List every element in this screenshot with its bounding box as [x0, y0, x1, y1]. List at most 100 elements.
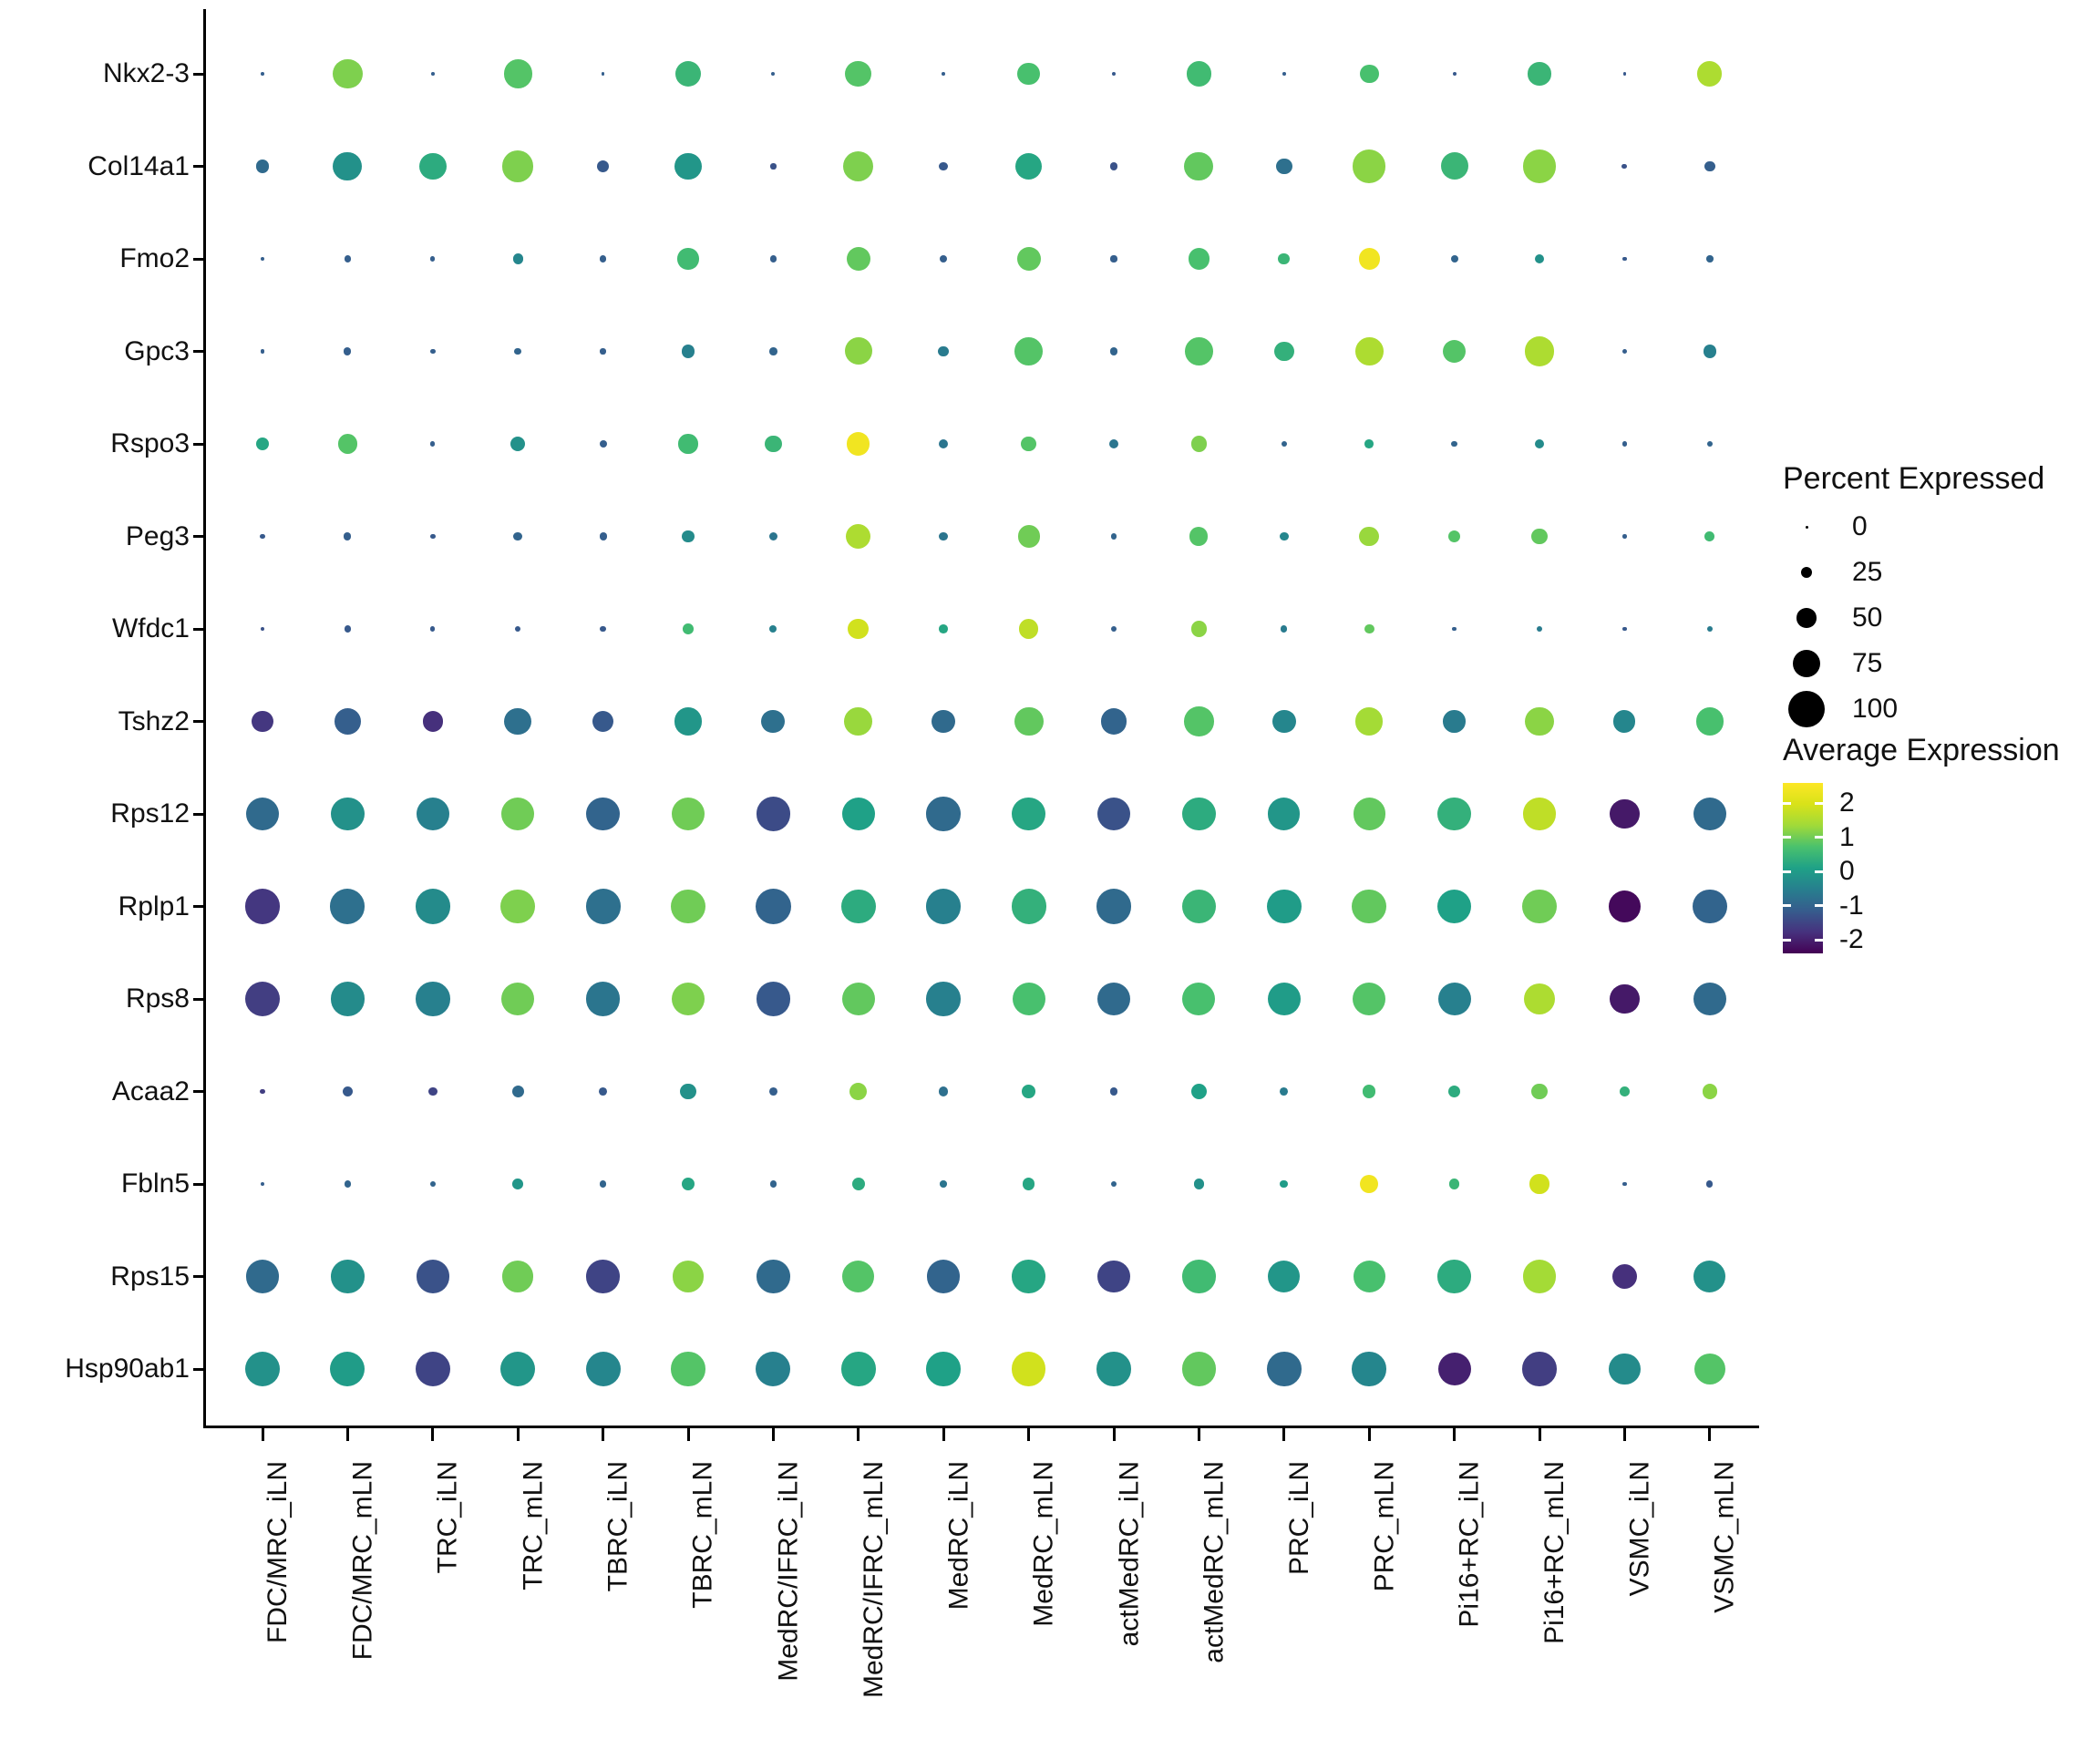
expression-dot-Gpc3-MedRC_iLN — [938, 345, 950, 357]
legend-size-dot-100 — [1788, 691, 1825, 727]
expression-dot-Peg3-FDC/MRC_iLN — [260, 533, 265, 540]
expression-dot-Rps8-actMedRC_mLN — [1182, 983, 1216, 1015]
expression-dot-Fbln5-MedRC_mLN — [1022, 1178, 1035, 1190]
expression-dot-Rplp1-PRC_iLN — [1267, 889, 1302, 924]
expression-dot-Tshz2-Pi16+RC_mLN — [1525, 706, 1554, 736]
expression-dot-Wfdc1-MedRC/IFRC_iLN — [769, 624, 777, 633]
y-tick — [193, 442, 206, 446]
expression-dot-Rspo3-TRC_mLN — [510, 436, 526, 452]
expression-dot-Acaa2-TRC_mLN — [511, 1086, 524, 1097]
expression-dot-Col14a1-actMedRC_iLN — [1109, 162, 1118, 170]
expression-dot-Rplp1-PRC_mLN — [1352, 889, 1386, 924]
colorbar-tick-mark — [1783, 836, 1791, 839]
expression-dot-Fmo2-MedRC_mLN — [1016, 247, 1041, 271]
cluster-label: TBRC_mLN — [688, 1461, 718, 1609]
expression-dot-Hsp90ab1-VSMC_mLN — [1693, 1353, 1725, 1385]
expression-dot-Acaa2-VSMC_iLN — [1620, 1086, 1630, 1096]
expression-dot-Wfdc1-MedRC/IFRC_mLN — [848, 618, 870, 640]
gene-label: Nkx2-3 — [102, 58, 190, 88]
expression-dot-Gpc3-TBRC_mLN — [681, 345, 695, 358]
x-tick — [942, 1428, 945, 1441]
expression-dot-Col14a1-FDC/MRC_mLN — [333, 151, 363, 181]
gene-label: Peg3 — [125, 520, 190, 551]
expression-dot-Rps8-TBRC_iLN — [585, 982, 621, 1016]
expression-dot-Rps8-TRC_iLN — [416, 982, 450, 1016]
expression-dot-Wfdc1-VSMC_mLN — [1706, 626, 1713, 632]
cluster-label: MedRC_mLN — [1028, 1461, 1059, 1627]
expression-dot-Rps15-PRC_iLN — [1268, 1260, 1301, 1293]
expression-dot-Wfdc1-PRC_iLN — [1281, 625, 1288, 633]
expression-dot-Fmo2-Pi16+RC_mLN — [1534, 253, 1545, 264]
expression-dot-Fbln5-VSMC_mLN — [1706, 1180, 1714, 1188]
expression-dot-Rps12-PRC_mLN — [1353, 798, 1385, 830]
legend-size-dot-25 — [1800, 566, 1813, 579]
expression-dot-Tshz2-FDC/MRC_iLN — [252, 710, 273, 733]
expression-dot-Peg3-TBRC_mLN — [682, 530, 695, 543]
legend-size-label: 50 — [1852, 602, 1883, 633]
colorbar-tick-mark — [1815, 938, 1823, 942]
expression-dot-Rps15-TBRC_mLN — [672, 1261, 705, 1292]
expression-dot-Nkx2-3-MedRC_mLN — [1017, 62, 1040, 86]
y-tick — [193, 72, 206, 76]
expression-dot-Peg3-Pi16+RC_mLN — [1531, 528, 1548, 545]
expression-dot-Fmo2-actMedRC_mLN — [1188, 248, 1210, 270]
expression-dot-Hsp90ab1-VSMC_iLN — [1609, 1353, 1641, 1385]
expression-dot-Hsp90ab1-MedRC/IFRC_iLN — [756, 1351, 791, 1387]
expression-dot-Nkx2-3-MedRC_iLN — [942, 72, 946, 76]
x-tick — [1112, 1428, 1116, 1441]
legend-size-label: 25 — [1852, 557, 1883, 587]
expression-dot-Rps15-MedRC/IFRC_iLN — [757, 1260, 790, 1293]
x-tick — [431, 1428, 435, 1441]
expression-dot-Acaa2-MedRC/IFRC_iLN — [768, 1087, 777, 1096]
expression-dot-Nkx2-3-PRC_mLN — [1359, 64, 1379, 84]
expression-dot-Rps15-TBRC_iLN — [586, 1260, 620, 1293]
expression-dot-Fbln5-VSMC_iLN — [1622, 1181, 1627, 1187]
expression-dot-Rps8-MedRC/IFRC_mLN — [841, 983, 875, 1015]
expression-dot-Wfdc1-Pi16+RC_mLN — [1536, 625, 1543, 633]
expression-dot-Rspo3-MedRC_mLN — [1021, 436, 1036, 452]
expression-dot-Col14a1-PRC_mLN — [1353, 149, 1386, 183]
x-tick — [1367, 1428, 1371, 1441]
cluster-label: FDC/MRC_iLN — [262, 1461, 293, 1644]
colorbar-tick-mark — [1783, 801, 1791, 805]
expression-dot-Gpc3-MedRC_mLN — [1014, 337, 1043, 365]
expression-dot-Fmo2-Pi16+RC_iLN — [1450, 254, 1458, 263]
expression-dot-Gpc3-MedRC/IFRC_mLN — [844, 337, 872, 365]
expression-dot-Fbln5-FDC/MRC_iLN — [260, 1181, 265, 1187]
expression-dot-Tshz2-actMedRC_iLN — [1100, 708, 1127, 735]
expression-dot-Acaa2-Pi16+RC_mLN — [1531, 1083, 1548, 1100]
expression-dot-Fmo2-VSMC_iLN — [1622, 256, 1627, 262]
expression-dot-Nkx2-3-actMedRC_iLN — [1111, 71, 1117, 77]
expression-dot-Rspo3-Pi16+RC_mLN — [1534, 438, 1545, 449]
expression-dot-Hsp90ab1-TRC_iLN — [415, 1351, 450, 1387]
expression-dot-Fmo2-VSMC_mLN — [1706, 255, 1714, 262]
expression-dot-Peg3-actMedRC_mLN — [1189, 527, 1209, 546]
expression-dot-Rps8-Pi16+RC_mLN — [1523, 983, 1556, 1015]
expression-dot-Rps15-FDC/MRC_mLN — [331, 1260, 365, 1293]
cluster-label: actMedRC_mLN — [1199, 1461, 1230, 1663]
expression-dot-Col14a1-TRC_mLN — [501, 150, 534, 182]
expression-dot-Fbln5-MedRC_iLN — [940, 1180, 947, 1188]
expression-dot-Rps8-TRC_mLN — [501, 983, 535, 1015]
y-tick — [193, 627, 206, 631]
expression-dot-Rps12-MedRC_iLN — [926, 797, 961, 831]
expression-dot-Peg3-MedRC/IFRC_iLN — [768, 531, 778, 541]
expression-dot-Rplp1-MedRC/IFRC_iLN — [755, 889, 791, 924]
expression-dot-Rspo3-actMedRC_iLN — [1108, 438, 1119, 449]
legend-size-dot-0 — [1805, 525, 1808, 529]
expression-dot-Acaa2-PRC_mLN — [1363, 1085, 1376, 1098]
colorbar-tick-mark — [1815, 801, 1823, 805]
expression-dot-Rps12-TRC_iLN — [416, 797, 449, 831]
expression-dot-Rspo3-VSMC_iLN — [1621, 441, 1627, 447]
expression-dot-Wfdc1-MedRC_mLN — [1019, 619, 1039, 639]
expression-dot-Rps15-PRC_mLN — [1353, 1260, 1385, 1293]
expression-dot-Hsp90ab1-TBRC_mLN — [671, 1352, 705, 1386]
expression-dot-Nkx2-3-actMedRC_mLN — [1186, 61, 1211, 87]
expression-dot-Gpc3-MedRC/IFRC_iLN — [769, 347, 777, 355]
gene-label: Fmo2 — [119, 243, 190, 273]
expression-dot-Gpc3-VSMC_iLN — [1621, 348, 1627, 355]
expression-dot-Gpc3-TRC_mLN — [514, 347, 521, 355]
expression-dot-Acaa2-TBRC_mLN — [680, 1083, 696, 1100]
expression-dot-Rps15-FDC/MRC_iLN — [245, 1260, 280, 1293]
cluster-label: Pi16+RC_iLN — [1454, 1461, 1485, 1628]
